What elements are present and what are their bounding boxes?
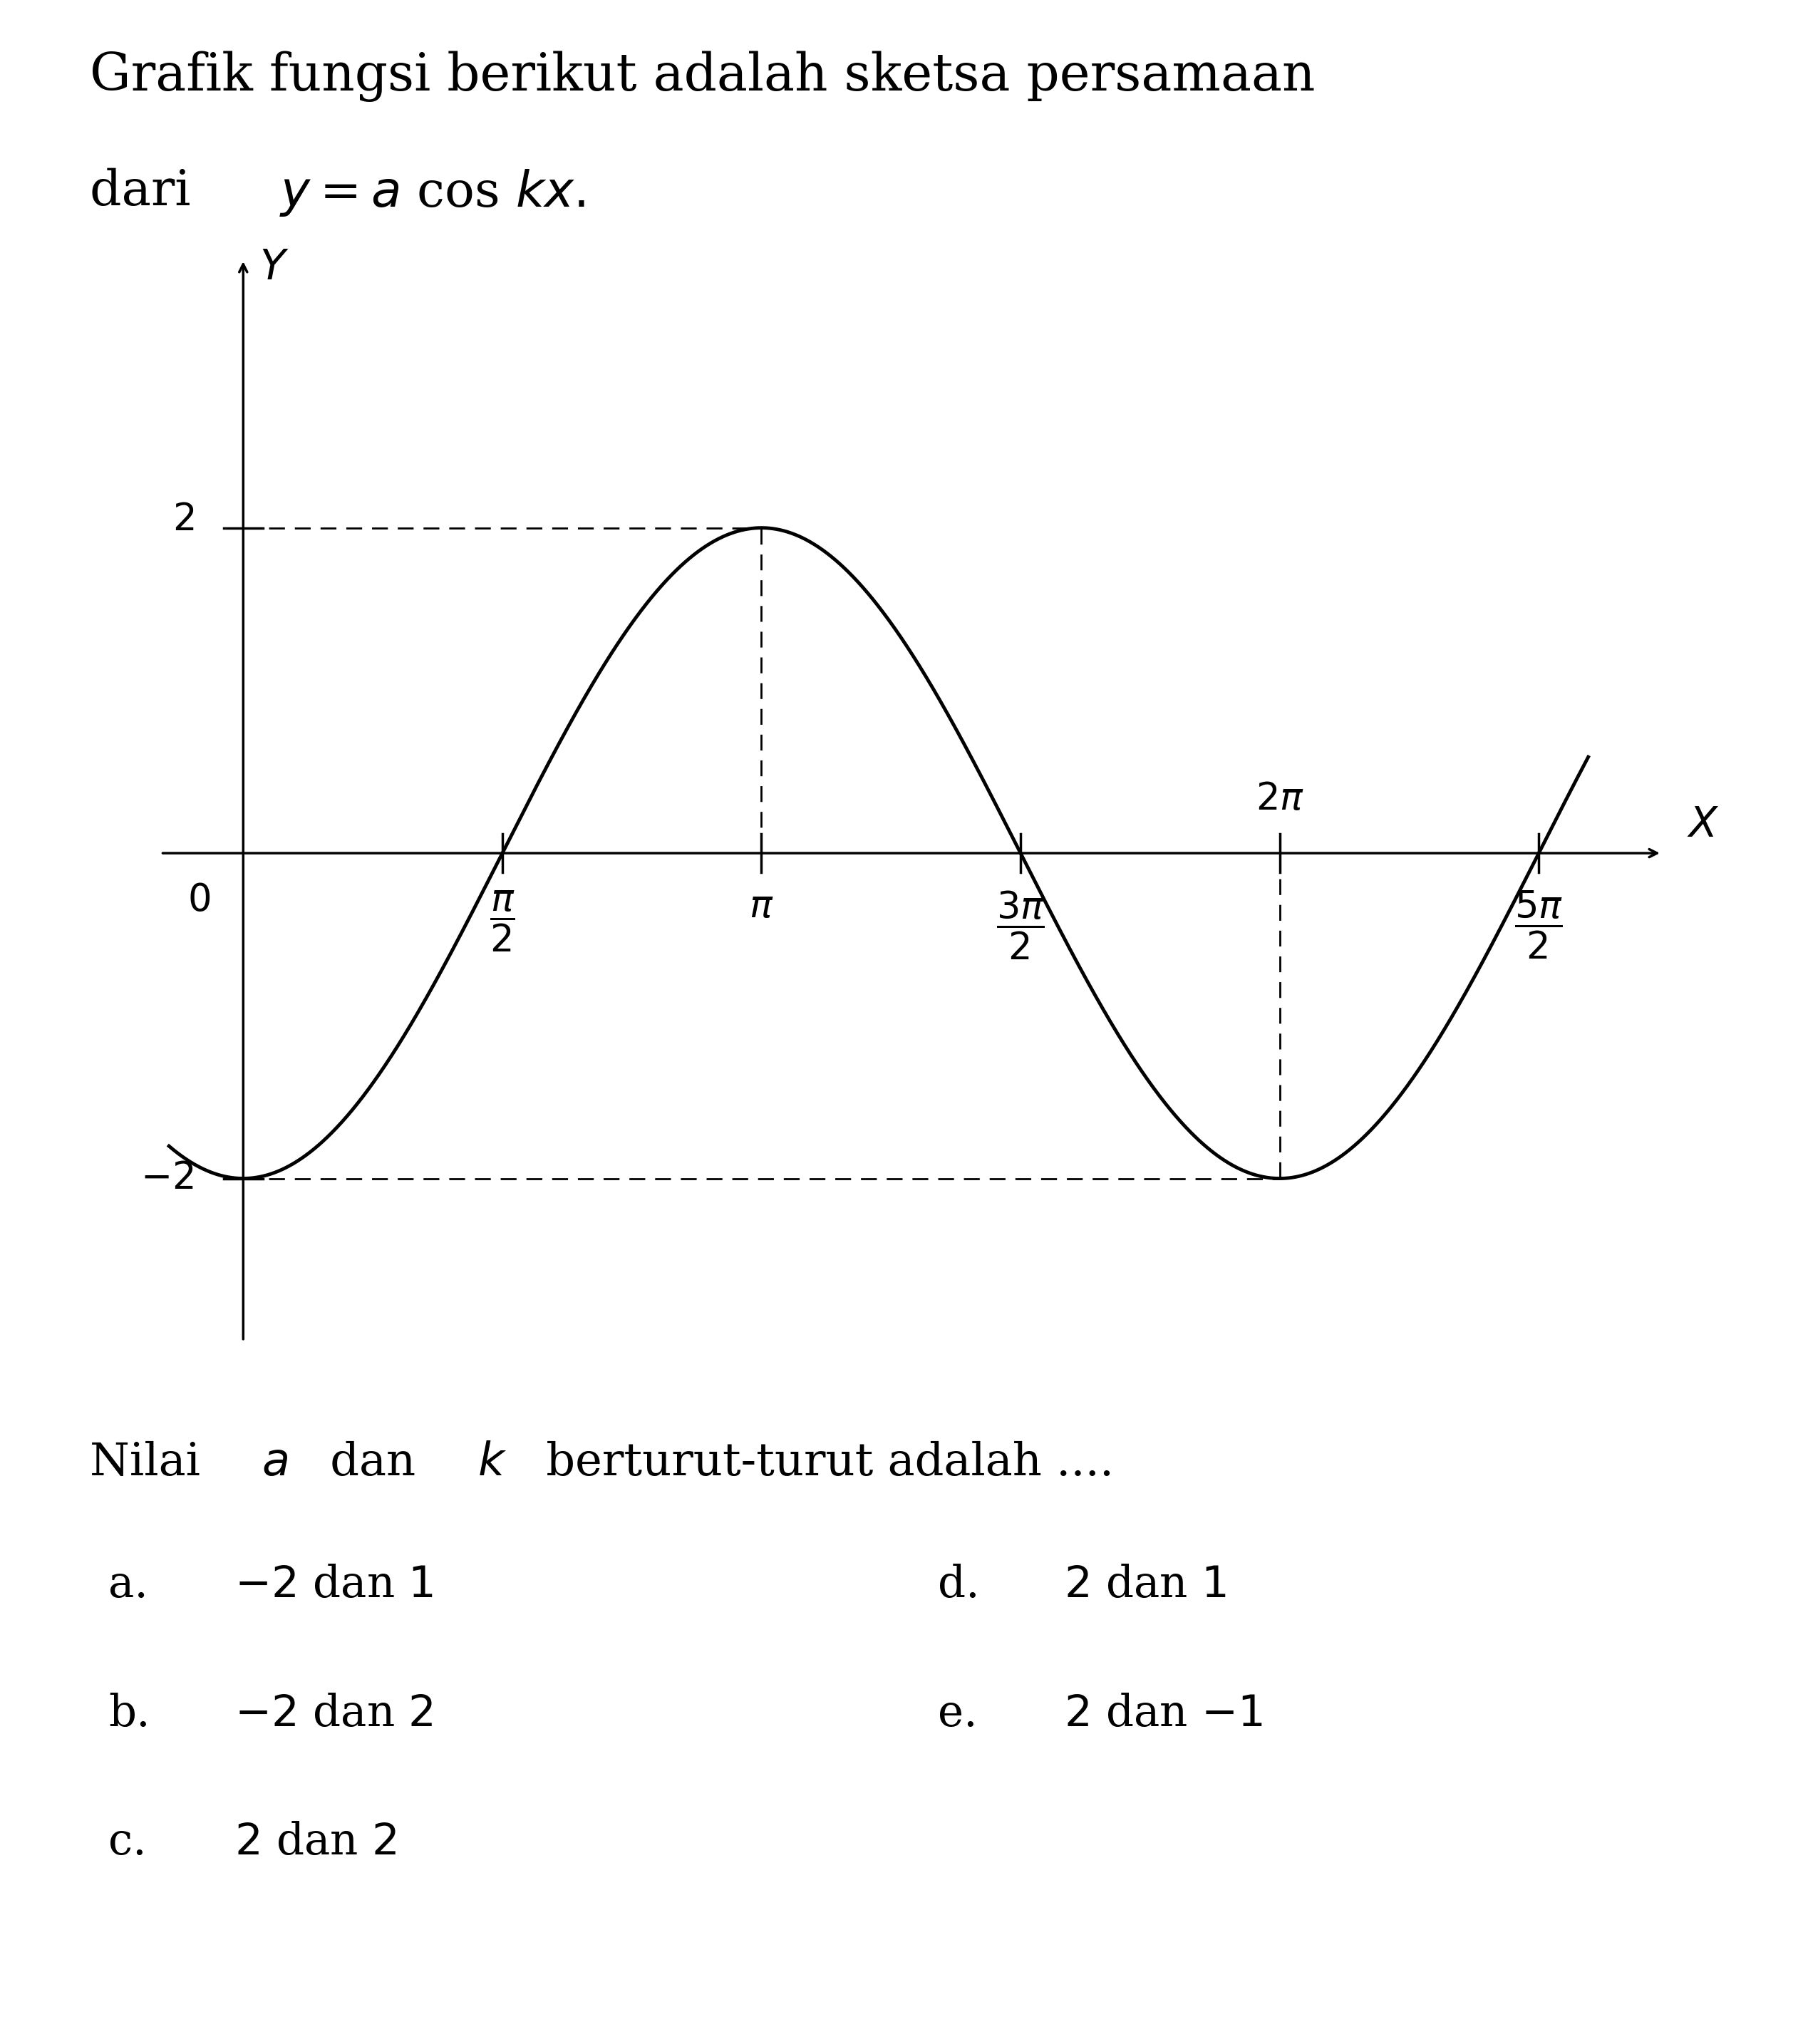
- Text: $X$: $X$: [1686, 805, 1718, 844]
- Text: $-2$ dan $1$: $-2$ dan $1$: [234, 1564, 433, 1607]
- Text: d.: d.: [938, 1564, 979, 1607]
- Text: dan: dan: [316, 1441, 429, 1484]
- Text: $a$: $a$: [261, 1441, 288, 1484]
- Text: $\pi$: $\pi$: [750, 889, 773, 926]
- Text: e.: e.: [938, 1692, 977, 1735]
- Text: a.: a.: [108, 1564, 148, 1607]
- Text: $\dfrac{\pi}{2}$: $\dfrac{\pi}{2}$: [490, 889, 516, 953]
- Text: $-2$: $-2$: [141, 1161, 193, 1196]
- Text: dari: dari: [90, 168, 222, 215]
- Text: b.: b.: [108, 1692, 150, 1735]
- Text: Grafik fungsi berikut adalah sketsa persamaan: Grafik fungsi berikut adalah sketsa pers…: [90, 51, 1316, 102]
- Text: berturut-turut adalah ....: berturut-turut adalah ....: [532, 1441, 1114, 1484]
- Text: $y = a$ cos $kx.$: $y = a$ cos $kx.$: [279, 168, 586, 219]
- Text: $2$: $2$: [171, 501, 193, 538]
- Text: $2$ dan $1$: $2$ dan $1$: [1064, 1564, 1226, 1607]
- Text: $0$: $0$: [188, 883, 211, 920]
- Text: $2\pi$: $2\pi$: [1255, 781, 1304, 818]
- Text: $2$ dan $2$: $2$ dan $2$: [234, 1821, 397, 1864]
- Text: $Y$: $Y$: [260, 247, 288, 288]
- Text: $\dfrac{3\pi}{2}$: $\dfrac{3\pi}{2}$: [997, 889, 1044, 961]
- Text: $2$ dan $-1$: $2$ dan $-1$: [1064, 1692, 1262, 1735]
- Text: $-2$ dan $2$: $-2$ dan $2$: [234, 1692, 433, 1735]
- Text: Nilai: Nilai: [90, 1441, 215, 1484]
- Text: $k$: $k$: [478, 1441, 507, 1484]
- Text: c.: c.: [108, 1821, 146, 1864]
- Text: $\dfrac{5\pi}{2}$: $\dfrac{5\pi}{2}$: [1515, 889, 1563, 961]
